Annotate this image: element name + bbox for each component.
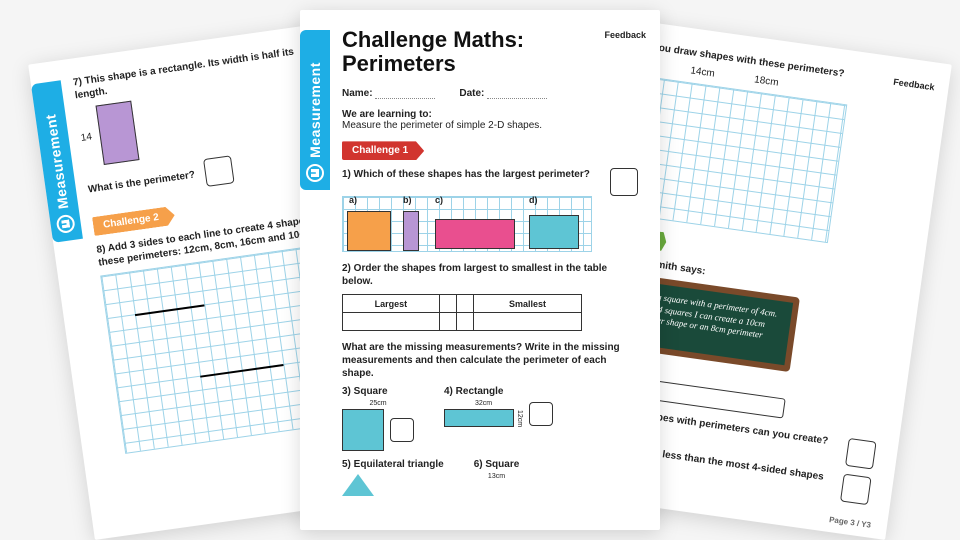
learning-heading: We are learning to: — [342, 109, 432, 120]
ordering-table[interactable]: Largest Smallest — [342, 294, 582, 331]
shape-5-title: 5) Equilateral triangle — [342, 459, 444, 470]
line-segment — [200, 364, 283, 378]
shape-4-col: 4) Rectangle 32cm 12cm — [444, 386, 553, 451]
name-label: Name: — [342, 88, 373, 99]
worksheet-page-center: Measurement Feedback Challenge Maths: Pe… — [300, 10, 660, 530]
dimension-label: 14 — [80, 131, 93, 143]
table-cell[interactable] — [343, 313, 440, 331]
name-field[interactable] — [375, 89, 435, 99]
shape-3-dim: 25cm — [342, 400, 414, 407]
learning-objective: We are learning to: Measure the perimete… — [342, 109, 638, 131]
meta-row: Name: Date: — [342, 88, 638, 99]
shape-c — [435, 219, 515, 249]
shape-b-label: b) — [403, 195, 412, 205]
learning-text: Measure the perimeter of simple 2-D shap… — [342, 120, 542, 131]
question-2: 2) Order the shapes from largest to smal… — [342, 262, 638, 288]
shape-d-label: d) — [529, 195, 538, 205]
table-header-largest: Largest — [343, 295, 440, 313]
feedback-label: Feedback — [604, 30, 646, 40]
challenge-2-badge: Challenge 2 — [92, 206, 176, 236]
table-cell[interactable] — [439, 295, 456, 313]
rectangle-shape — [96, 101, 140, 165]
question-1: 1) Which of these shapes has the largest… — [342, 168, 602, 181]
shape-4-dim-h: 12cm — [516, 410, 523, 427]
shape-a-label: a) — [349, 195, 357, 205]
answer-box[interactable] — [390, 418, 414, 442]
shape-b — [403, 211, 419, 251]
challenge-1-badge: Challenge 1 — [342, 141, 424, 160]
table-cell[interactable] — [474, 313, 582, 331]
shape-3-title: 3) Square — [342, 386, 414, 397]
page-content: Challenge Maths: Perimeters Name: Date: … — [300, 10, 660, 518]
answer-box[interactable] — [845, 438, 877, 470]
shape-4-title: 4) Rectangle — [444, 386, 553, 397]
ruler-icon — [306, 164, 324, 182]
perimeter-value: 14cm — [690, 65, 716, 79]
triangle-shape — [342, 474, 374, 496]
question-missing: What are the missing measurements? Write… — [342, 341, 638, 380]
subject-tab: Measurement — [300, 30, 330, 190]
table-cell[interactable] — [439, 313, 456, 331]
shapes-row-2: 5) Equilateral triangle 6) Square 13cm — [342, 459, 638, 496]
shape-c-label: c) — [435, 195, 443, 205]
shape-5-col: 5) Equilateral triangle — [342, 459, 444, 496]
answer-box[interactable] — [610, 168, 638, 196]
tab-label: Measurement — [307, 62, 323, 158]
answer-box[interactable] — [529, 402, 553, 426]
shapes-grid: a) b) c) d) — [342, 196, 592, 252]
table-cell[interactable] — [456, 313, 473, 331]
worksheet-title: Challenge Maths: Perimeters — [342, 28, 638, 76]
drawing-grid[interactable] — [630, 77, 848, 243]
rectangle-shape — [444, 409, 514, 427]
shape-6-title: 6) Square — [474, 459, 520, 470]
shape-6-dim: 13cm — [474, 473, 520, 480]
perimeter-value: 18cm — [754, 74, 780, 88]
shape-3-col: 3) Square 25cm — [342, 386, 414, 451]
shape-d — [529, 215, 579, 249]
answer-box[interactable] — [203, 155, 235, 187]
date-field[interactable] — [487, 89, 547, 99]
shape-a — [347, 211, 391, 251]
date-label: Date: — [459, 88, 484, 99]
shapes-row-1: 3) Square 25cm 4) Rectangle 32cm 12cm — [342, 386, 638, 451]
shape-6-col: 6) Square 13cm — [474, 459, 520, 496]
shape-4-dim-w: 32cm — [444, 400, 523, 407]
table-cell[interactable] — [456, 295, 473, 313]
table-header-smallest: Smallest — [474, 295, 582, 313]
tab-label: Measurement — [42, 113, 71, 210]
ruler-icon — [56, 214, 76, 234]
answer-box[interactable] — [840, 473, 872, 505]
line-segment — [135, 304, 205, 316]
square-shape — [342, 409, 384, 451]
question-7b: What is the perimeter? — [87, 168, 196, 196]
